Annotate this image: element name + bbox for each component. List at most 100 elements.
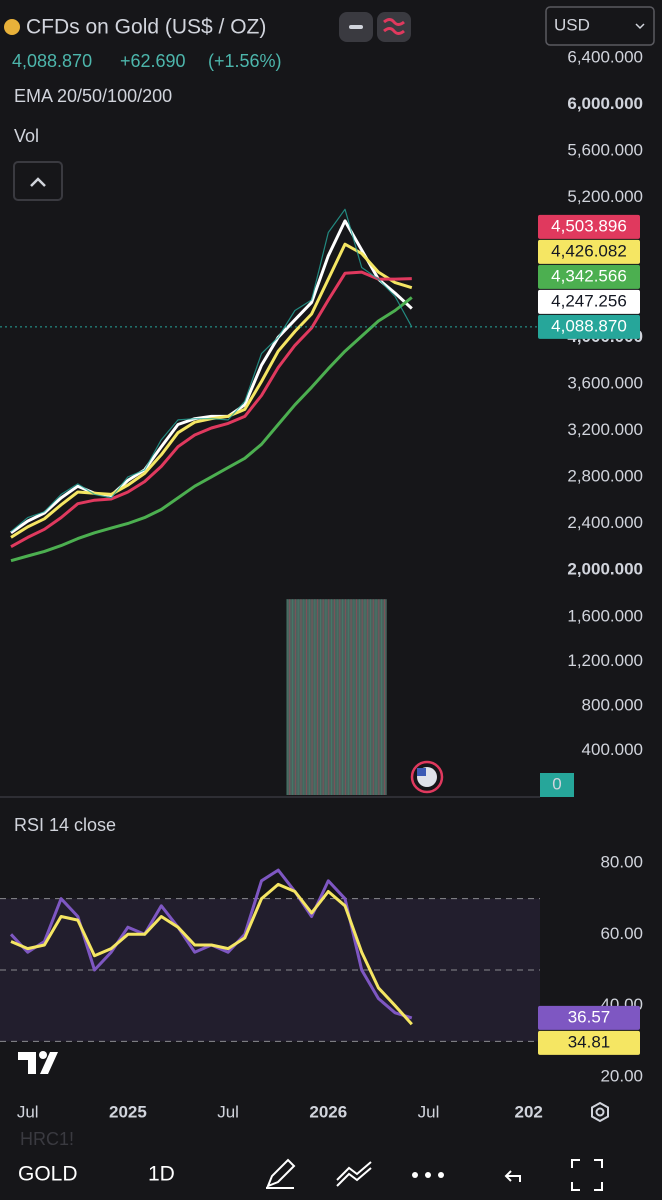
wave-icon [383, 18, 405, 35]
watermark: HRC1! [20, 1129, 74, 1149]
volume-stripe [319, 599, 321, 795]
volume-stripe [342, 599, 344, 795]
y-tick-label: 2,800.000 [567, 466, 643, 485]
collapse-icon [30, 177, 46, 187]
symbol-title: CFDs on Gold (US$ / OZ) [26, 16, 266, 39]
volume-stripe [314, 599, 316, 795]
volume-stripe [317, 599, 319, 795]
volume-stripe [347, 599, 349, 795]
volume-stripe [311, 599, 313, 795]
price-change: +62.690 [120, 51, 186, 71]
volume-stripe [345, 599, 346, 795]
volume-bar [336, 599, 354, 795]
volume-stripe [364, 599, 366, 795]
badge-label: 4,088.870 [551, 316, 627, 335]
y-tick-label: 1,200.000 [567, 651, 643, 670]
price-badge [538, 214, 640, 239]
badge-label: 36.57 [568, 1007, 611, 1026]
x-tick-label: 202 [515, 1102, 543, 1121]
logo-dot [39, 1051, 47, 1059]
volume-stripe [331, 599, 332, 795]
wave-button[interactable] [377, 12, 411, 42]
minus-icon [349, 25, 363, 29]
volume-stripe [303, 599, 305, 795]
badge-label: 4,342.566 [551, 266, 627, 285]
x-tick-label: 2026 [309, 1102, 347, 1121]
volume-stripe [336, 599, 338, 795]
fullscreen-button[interactable] [571, 1159, 603, 1191]
y-tick-label: 5,600.000 [567, 141, 643, 160]
volume-stripe [297, 599, 299, 795]
more-button[interactable] [412, 1172, 444, 1178]
event-icon[interactable] [410, 760, 444, 794]
y-tick-label: 800.000 [582, 695, 643, 714]
volume-stripe [322, 599, 324, 795]
y-tick-label: 2,400.000 [567, 513, 643, 532]
price-badge [538, 1030, 640, 1055]
volume-stripe [372, 599, 374, 795]
volume-bar [353, 599, 371, 795]
volume-stripe [333, 599, 335, 795]
y-tick-label: 1,600.000 [567, 606, 643, 625]
y-tick-label: 80.00 [600, 852, 643, 871]
settings-button[interactable] [591, 1101, 609, 1123]
volume-stripe [378, 599, 380, 795]
zero-badge [540, 773, 574, 797]
price-badge [538, 264, 640, 289]
draw-tool[interactable] [266, 1158, 296, 1189]
series-line [10, 882, 413, 1026]
price-badge [538, 1005, 640, 1030]
symbol-icon [4, 19, 20, 35]
badge-label: 4,503.896 [551, 216, 627, 235]
volume-legend: Vol [14, 126, 39, 146]
y-tick-label: 0 [552, 774, 561, 793]
price-change-pct: (+1.56%) [208, 51, 282, 71]
event-flag-canton [417, 768, 426, 776]
volume-stripe [300, 599, 302, 795]
series-line [10, 296, 413, 563]
volume-stripe [361, 599, 363, 795]
undo-button[interactable] [504, 1170, 521, 1182]
volume-stripe [384, 599, 385, 795]
logo [18, 1052, 58, 1074]
trend-tool[interactable] [336, 1161, 372, 1187]
y-tick-label: 3,200.000 [567, 420, 643, 439]
series-line [10, 270, 412, 549]
volume-stripe [294, 599, 296, 795]
y-tick-label: 2,000.000 [567, 559, 643, 578]
y-tick-label: 20.00 [600, 1066, 643, 1085]
x-tick-label: Jul [17, 1102, 39, 1121]
volume-stripe [356, 599, 357, 795]
settings-icon [595, 1107, 605, 1117]
volume-stripe [381, 599, 383, 795]
y-tick-label: 60.00 [600, 924, 643, 943]
last-price: 4,088.870 [12, 51, 92, 71]
x-tick-label: Jul [217, 1102, 239, 1121]
volume-stripe [325, 599, 327, 795]
volume-bar [319, 599, 337, 795]
price-badge [538, 314, 640, 339]
volume-bar [370, 599, 387, 795]
volume-bar [286, 599, 304, 795]
volume-bar [303, 599, 320, 795]
volume-stripe [370, 599, 371, 795]
volume-stripe [306, 599, 307, 795]
currency-select[interactable] [545, 6, 655, 46]
symbol-button[interactable]: GOLD [18, 1163, 78, 1186]
collapse-button[interactable] [13, 161, 63, 201]
series-line [10, 219, 413, 535]
badge-label: 4,426.082 [551, 241, 627, 260]
price-badge [538, 289, 640, 314]
y-tick-label: 3,600.000 [567, 373, 643, 392]
interval-button[interactable]: 1D [148, 1163, 175, 1186]
select-arrow [635, 23, 645, 30]
volume-stripe [286, 599, 288, 795]
badge-label: 34.81 [568, 1032, 611, 1051]
volume-stripe [358, 599, 360, 795]
badge-label: 4,247.256 [551, 291, 627, 310]
y-tick-label: 5,200.000 [567, 187, 643, 206]
volume-stripe [328, 599, 330, 795]
rsi-title: RSI 14 close [14, 815, 116, 835]
indicator-legend: EMA 20/50/100/200 [14, 86, 172, 106]
